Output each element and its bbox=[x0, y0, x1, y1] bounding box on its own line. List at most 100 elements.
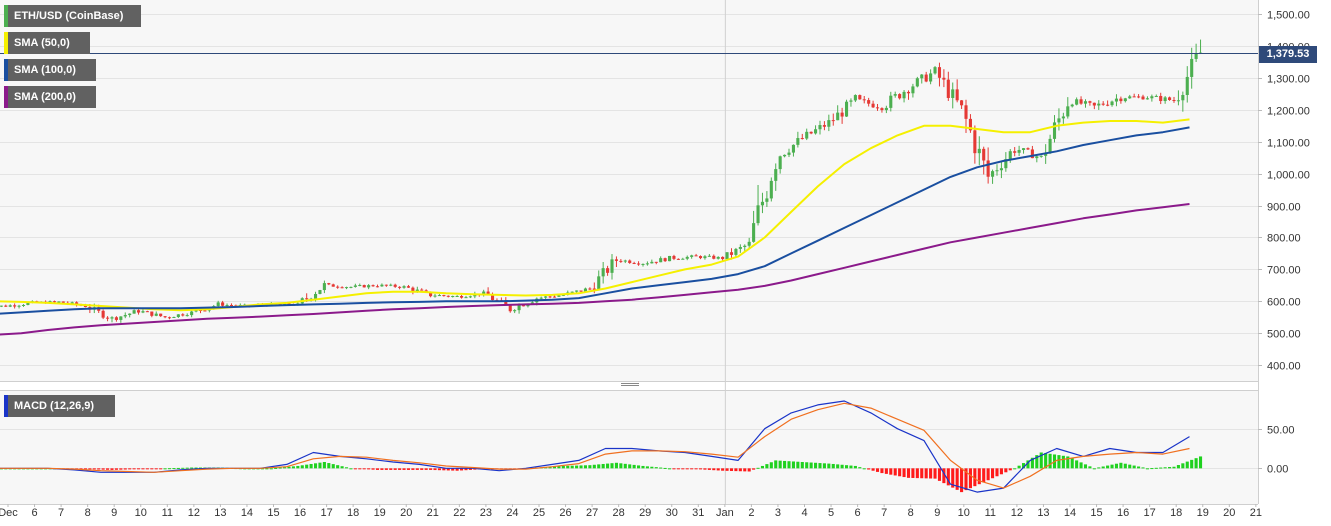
candle-body bbox=[1145, 98, 1149, 100]
macd-bar bbox=[756, 467, 760, 469]
macd-bar bbox=[1132, 465, 1136, 469]
macd-bar bbox=[690, 468, 694, 470]
macd-bar bbox=[583, 465, 588, 469]
macd-bar bbox=[291, 466, 295, 469]
candle-body bbox=[221, 302, 225, 306]
x-tick-label: 15 bbox=[1090, 507, 1102, 519]
macd-bar bbox=[650, 466, 654, 469]
candle-body bbox=[1017, 149, 1021, 153]
macd-bar bbox=[663, 467, 667, 469]
legend-sma100[interactable]: SMA (100,0) bbox=[4, 59, 96, 81]
candle-body bbox=[898, 94, 902, 99]
x-tick-label: 27 bbox=[586, 507, 598, 519]
legend-instrument[interactable]: ETH/USD (CoinBase) bbox=[4, 5, 141, 27]
candle-body bbox=[389, 284, 393, 286]
candle-body bbox=[946, 79, 950, 98]
candle-body bbox=[783, 154, 787, 157]
y-tick-label: 900.00 bbox=[1267, 202, 1301, 214]
candle-body bbox=[460, 296, 464, 298]
macd-bar bbox=[429, 468, 433, 470]
candle-body bbox=[690, 255, 694, 257]
macd-bar bbox=[995, 468, 999, 477]
candle-body bbox=[61, 301, 65, 303]
candle-body bbox=[995, 170, 999, 172]
macd-bar bbox=[1106, 465, 1110, 469]
candle-body bbox=[159, 313, 163, 317]
x-tick-label: 11 bbox=[162, 507, 173, 519]
macd-bar bbox=[150, 468, 154, 470]
macd-bar bbox=[729, 468, 734, 471]
candle-body bbox=[756, 205, 760, 224]
candle-body bbox=[371, 285, 375, 287]
candle-body bbox=[681, 258, 685, 260]
macd-bar bbox=[278, 467, 282, 469]
candle-body bbox=[106, 317, 110, 319]
macd-bar bbox=[393, 468, 397, 470]
candle-body bbox=[672, 255, 676, 259]
legend-macd[interactable]: MACD (12,26,9) bbox=[4, 395, 115, 417]
macd-bar bbox=[119, 468, 123, 470]
candle-body bbox=[929, 73, 933, 82]
x-tick-label: 12 bbox=[1011, 507, 1023, 519]
macd-bar bbox=[172, 468, 176, 470]
candle-body bbox=[415, 289, 419, 292]
macd-bar bbox=[300, 465, 304, 469]
macd-bar bbox=[1114, 463, 1119, 469]
candle-body bbox=[712, 255, 716, 259]
macd-bar bbox=[796, 461, 800, 469]
macd-bar bbox=[982, 468, 986, 483]
x-tick-label: 20 bbox=[400, 507, 412, 519]
macd-bar bbox=[1159, 467, 1163, 469]
candle-body bbox=[1137, 96, 1141, 98]
macd-bar bbox=[902, 468, 906, 478]
candle-body bbox=[800, 138, 804, 140]
macd-bar bbox=[960, 468, 964, 493]
macd-bar bbox=[260, 468, 264, 470]
macd-bar bbox=[743, 468, 747, 472]
macd-bar bbox=[154, 468, 158, 470]
candle-body bbox=[601, 268, 605, 277]
macd-bar bbox=[818, 463, 822, 469]
candle-body bbox=[805, 131, 809, 139]
macd-bar bbox=[712, 468, 716, 471]
macd-bar bbox=[1066, 456, 1070, 469]
candle-body bbox=[778, 156, 782, 170]
macd-bar bbox=[141, 468, 145, 470]
pane-divider-handle[interactable] bbox=[621, 383, 639, 388]
candle-body bbox=[1123, 98, 1127, 102]
macd-bar bbox=[752, 468, 756, 470]
legend-sma50[interactable]: SMA (50,0) bbox=[4, 32, 90, 54]
macd-bar bbox=[468, 468, 472, 470]
legend-sma200[interactable]: SMA (200,0) bbox=[4, 86, 96, 108]
macd-bar bbox=[924, 468, 928, 479]
x-tick-label: 24 bbox=[506, 507, 518, 519]
y-tick-label: 1,100.00 bbox=[1267, 138, 1310, 150]
macd-bar bbox=[132, 468, 136, 470]
macd-bar bbox=[822, 463, 826, 469]
x-tick-label: 25 bbox=[533, 507, 545, 519]
macd-bar bbox=[1194, 458, 1198, 469]
candle-body bbox=[128, 313, 132, 316]
candle-body bbox=[229, 304, 234, 306]
candle-body bbox=[597, 276, 601, 290]
candle-body bbox=[203, 310, 207, 312]
macd-bar bbox=[411, 468, 415, 470]
candle-body bbox=[442, 295, 446, 297]
price-pane-bg bbox=[0, 0, 1258, 381]
candle-body bbox=[623, 260, 627, 262]
x-tick-label: 6 bbox=[855, 507, 861, 519]
y-tick-label: 700.00 bbox=[1267, 265, 1301, 277]
macd-bar bbox=[1119, 462, 1123, 469]
candle-body bbox=[57, 301, 61, 303]
candle-body bbox=[451, 296, 455, 298]
candle-body bbox=[375, 286, 380, 288]
macd-bar bbox=[667, 468, 672, 470]
macd-bar bbox=[632, 464, 636, 469]
macd-bar bbox=[836, 464, 840, 469]
macd-bar bbox=[871, 468, 875, 471]
y-tick-label: 1,500.00 bbox=[1267, 10, 1310, 22]
macd-bar bbox=[805, 462, 809, 469]
macd-bar bbox=[1181, 463, 1185, 469]
macd-bar bbox=[110, 468, 114, 470]
candles bbox=[0, 39, 1203, 323]
